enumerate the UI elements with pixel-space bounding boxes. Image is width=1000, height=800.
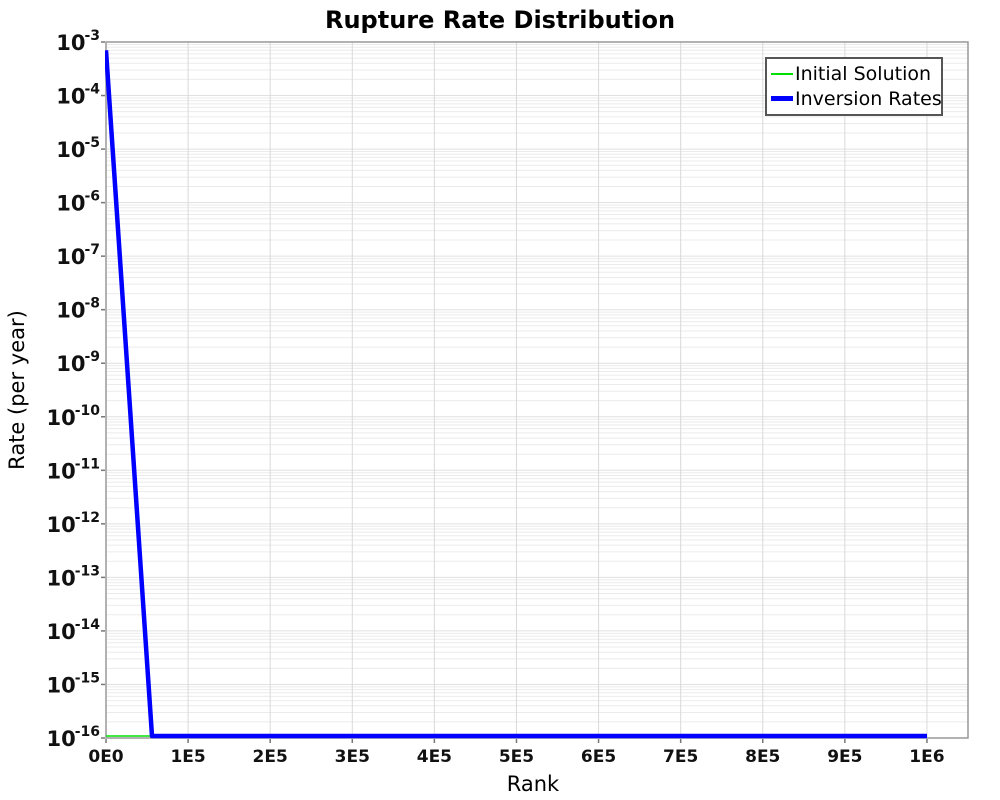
x-tick-label: 5E5 bbox=[499, 747, 534, 767]
x-tick-label: 9E5 bbox=[827, 747, 862, 767]
y-axis-title: Rate (per year) bbox=[5, 310, 29, 470]
y-tick-label: 10-15 bbox=[46, 670, 100, 697]
series-inversion-rates bbox=[105, 50, 927, 739]
y-tick-label: 10-4 bbox=[56, 82, 100, 109]
series-lines bbox=[105, 50, 927, 739]
x-axis-title: Rank bbox=[507, 772, 560, 796]
y-tick-label: 10-3 bbox=[56, 28, 100, 55]
y-tick-labels: 10-3 10-4 10-5 10-6 10-7 10-8 10-9 10-10 10-11 10… bbox=[46, 28, 100, 751]
y-tick-label: 10-9 bbox=[56, 349, 100, 376]
legend-item-initial-solution: Initial Solution bbox=[771, 61, 937, 86]
tick-marks bbox=[101, 41, 928, 743]
x-tick-label: 3E5 bbox=[335, 747, 370, 767]
legend-line-sample-initial-solution bbox=[771, 72, 793, 75]
legend-item-inversion-rates: Inversion Rates bbox=[771, 86, 942, 111]
y-tick-label: 10-12 bbox=[46, 510, 100, 537]
x-tick-label: 0E0 bbox=[88, 747, 123, 767]
x-tick-label: 1E6 bbox=[909, 747, 944, 767]
legend-line-sample-inversion-rates bbox=[771, 96, 793, 101]
y-tick-label: 10-8 bbox=[56, 296, 100, 323]
legend-label-initial-solution: Initial Solution bbox=[795, 62, 932, 85]
y-tick-label: 10-14 bbox=[46, 617, 100, 644]
x-tick-labels: 0E0 1E5 2E5 3E5 4E5 5E5 6E5 7E5 8E5 9E5 1E6 bbox=[88, 747, 944, 767]
x-tick-label: 1E5 bbox=[170, 747, 205, 767]
y-tick-label: 10-5 bbox=[56, 135, 100, 162]
x-tick-label: 4E5 bbox=[417, 747, 452, 767]
x-tick-label: 2E5 bbox=[253, 747, 288, 767]
y-tick-label: 10-6 bbox=[56, 189, 100, 216]
legend: Initial Solution Inversion Rates bbox=[765, 57, 943, 116]
x-tick-label: 7E5 bbox=[663, 747, 698, 767]
y-tick-label: 10-10 bbox=[46, 403, 100, 430]
legend-label-inversion-rates: Inversion Rates bbox=[795, 87, 942, 110]
x-tick-label: 8E5 bbox=[745, 747, 780, 767]
gridlines bbox=[106, 42, 968, 738]
chart-title: Rupture Rate Distribution bbox=[325, 6, 675, 34]
x-tick-label: 6E5 bbox=[581, 747, 616, 767]
y-tick-label: 10-16 bbox=[46, 724, 100, 751]
plot-generated-layer: 0E0 1E5 2E5 3E5 4E5 5E5 6E5 7E5 8E5 9E5 1E610-310-… bbox=[46, 28, 969, 767]
y-tick-label: 10-7 bbox=[56, 242, 100, 269]
y-tick-label: 10-13 bbox=[46, 563, 100, 590]
y-tick-label: 10-11 bbox=[46, 456, 100, 483]
